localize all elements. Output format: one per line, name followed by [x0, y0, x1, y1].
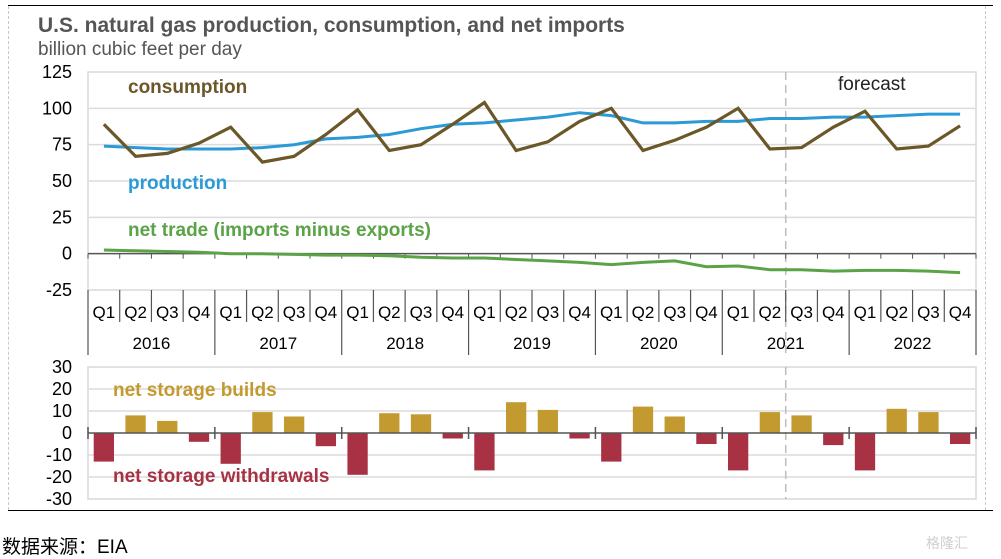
quarter-label: Q1 — [854, 303, 877, 322]
storage-withdrawal-bar — [347, 433, 368, 475]
quarter-label: Q3 — [410, 303, 433, 322]
quarter-label: Q2 — [632, 303, 655, 322]
forecast-label: forecast — [838, 74, 906, 95]
quarter-label: Q1 — [219, 303, 242, 322]
storage-build-bar — [505, 402, 527, 433]
x-axis: Q1 Q2 Q3 Q4 Q1 Q2 Q3 Q4 Q1 Q2 Q3 Q4 Q1 Q2 Q3 Q4 Q1 Q2 Q3 Q4… — [87, 290, 977, 355]
storage-withdrawal-bar — [854, 433, 876, 471]
chart-frame — [8, 6, 986, 510]
storage-build-bar — [664, 416, 685, 433]
storage-bars — [87, 402, 977, 475]
quarter-label: Q4 — [568, 303, 591, 322]
chart-title: U.S. natural gas production, consumption… — [38, 14, 625, 37]
storage-withdrawal-bar — [696, 433, 717, 444]
y-tick-label: 50 — [52, 171, 72, 191]
storage-build-bar — [125, 415, 146, 433]
storage-build-bar — [252, 412, 273, 433]
quarter-label: Q3 — [663, 303, 686, 322]
quarter-label: Q3 — [283, 303, 306, 322]
y-tick-label: -20 — [46, 467, 72, 487]
quarter-label: Q3 — [537, 303, 560, 322]
quarter-label: Q2 — [251, 303, 274, 322]
year-label: 2022 — [894, 334, 932, 353]
legend-production: production — [128, 173, 227, 194]
quarter-label: Q4 — [315, 303, 338, 322]
storage-withdrawal-bar — [601, 433, 622, 462]
top-lines — [102, 100, 961, 275]
y-tick-label: -25 — [46, 280, 72, 300]
y-tick-label: 25 — [52, 207, 72, 227]
y-tick-label: 30 — [52, 357, 72, 377]
storage-withdrawal-bar — [569, 433, 590, 439]
storage-withdrawal-bar — [727, 433, 749, 471]
year-label: 2019 — [513, 334, 551, 353]
quarter-label: Q4 — [949, 303, 972, 322]
quarter-label: Q3 — [917, 303, 940, 322]
chart-subtitle: billion cubic feet per day — [38, 39, 242, 60]
storage-build-bar — [632, 406, 654, 433]
quarter-label: Q1 — [727, 303, 750, 322]
storage-build-bar — [791, 415, 812, 433]
storage-build-bar — [886, 408, 907, 433]
year-label: 2017 — [259, 334, 297, 353]
storage-build-bar — [157, 420, 178, 433]
bottom-border — [8, 510, 993, 511]
quarter-label: Q2 — [505, 303, 528, 322]
storage-build-bar — [537, 409, 559, 433]
year-label: 2020 — [640, 334, 678, 353]
y-tick-label: -10 — [46, 445, 72, 465]
year-label: 2021 — [767, 334, 805, 353]
storage-withdrawal-bar — [442, 433, 463, 439]
storage-withdrawal-bar — [220, 433, 241, 464]
storage-withdrawal-bar — [93, 433, 115, 462]
quarter-label: Q3 — [156, 303, 179, 322]
y-tick-label: 10 — [52, 401, 72, 421]
legend-withdrawals: net storage withdrawals — [113, 466, 329, 487]
year-label: 2016 — [133, 334, 171, 353]
quarter-label: Q4 — [188, 303, 211, 322]
net_trade-line — [103, 248, 961, 275]
storage-withdrawal-bar — [474, 433, 495, 471]
storage-build-bar — [918, 412, 939, 433]
quarter-label: Q1 — [346, 303, 369, 322]
quarter-label: Q4 — [822, 303, 845, 322]
production-line — [103, 111, 961, 151]
y-tick-label: 20 — [52, 379, 72, 399]
top-border — [8, 5, 993, 6]
y-tick-label: 100 — [42, 98, 72, 118]
quarter-label: Q2 — [885, 303, 908, 322]
y-tick-label: 0 — [62, 244, 72, 264]
storage-build-bar — [410, 414, 432, 433]
storage-build-bar — [379, 413, 400, 433]
quarter-label: Q1 — [473, 303, 496, 322]
watermark: 格隆汇 — [926, 535, 968, 551]
quarter-label: Q1 — [93, 303, 116, 322]
quarter-label: Q4 — [441, 303, 464, 322]
legend-net-trade: net trade (imports minus exports) — [128, 220, 431, 241]
consumption-line — [102, 100, 961, 164]
top-grid: 125 100 75 50 25 0 -25 — [42, 62, 977, 355]
storage-withdrawal-bar — [315, 433, 337, 447]
y-tick-label: 125 — [42, 62, 72, 82]
y-tick-label: 75 — [52, 135, 72, 155]
storage-withdrawal-bar — [949, 433, 971, 444]
storage-withdrawal-bar — [188, 433, 210, 442]
y-tick-label: -30 — [46, 489, 72, 509]
quarter-label: Q4 — [695, 303, 718, 322]
legend-consumption: consumption — [128, 77, 247, 98]
quarter-label: Q3 — [790, 303, 813, 322]
y-tick-label: 0 — [62, 423, 72, 443]
data-source: 数据来源：EIA — [2, 537, 128, 558]
quarter-label: Q2 — [124, 303, 147, 322]
storage-withdrawal-bar — [823, 433, 844, 446]
quarter-label: Q2 — [759, 303, 782, 322]
year-label: 2018 — [386, 334, 424, 353]
quarter-label: Q1 — [600, 303, 623, 322]
legend-builds: net storage builds — [113, 380, 277, 401]
storage-build-bar — [759, 412, 781, 433]
storage-build-bar — [283, 416, 305, 433]
quarter-label: Q2 — [378, 303, 401, 322]
